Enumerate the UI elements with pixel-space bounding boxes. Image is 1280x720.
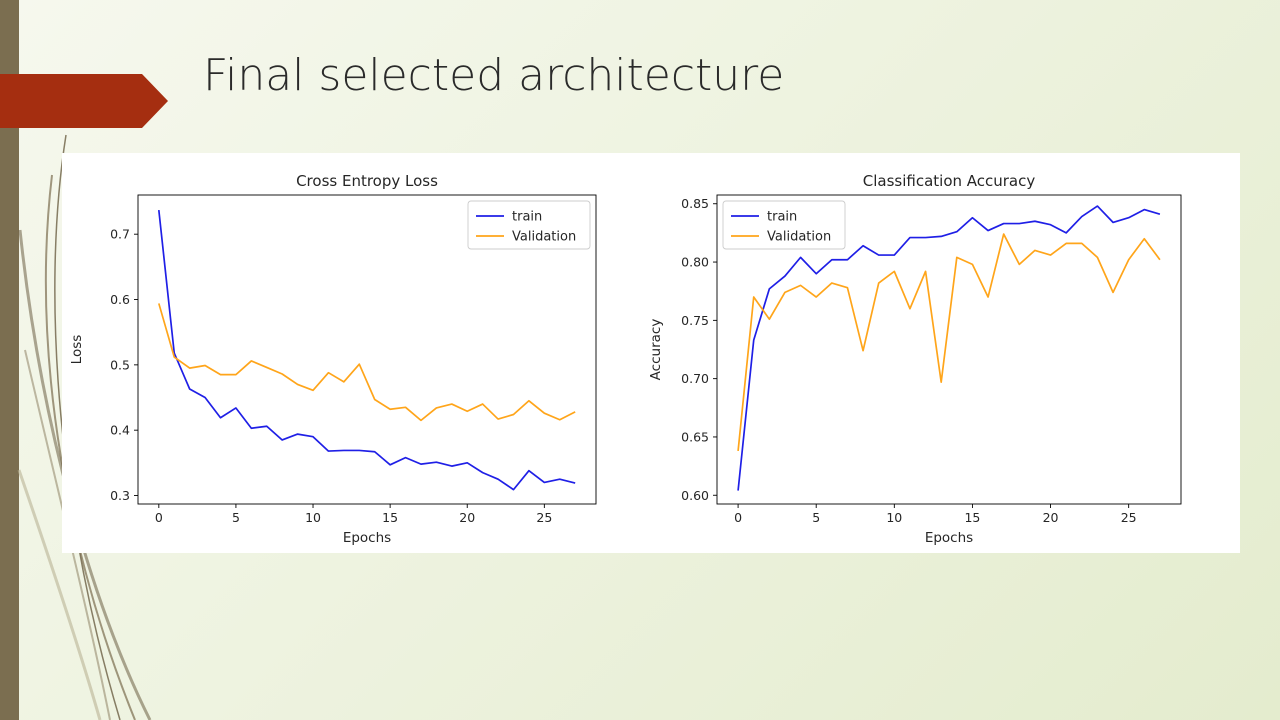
x-tick-label: 0 [734,510,742,525]
x-tick-label: 15 [964,510,980,525]
chart-title: Classification Accuracy [863,172,1036,190]
y-tick-label: 0.70 [681,371,709,386]
series-line-validation [158,303,576,422]
x-tick-label: 10 [886,510,902,525]
y-tick-label: 0.4 [110,423,130,438]
arrow-shape [0,74,168,128]
y-tick-label: 0.3 [110,488,130,503]
x-tick-label: 25 [1121,510,1137,525]
left-accent-bar [0,0,19,720]
plot-frame [716,194,1182,505]
y-tick-label: 0.85 [681,196,709,211]
x-tick-label: 25 [536,510,552,525]
chart-title: Cross Entropy Loss [296,172,438,190]
legend: train Validation [722,200,846,250]
chart-1: Cross Entropy Loss 0 5 10 15 20 25 0.3 0.4 0.5 0.6… [69,172,597,546]
y-tick-label: 0.65 [681,429,709,444]
x-tick-label: 10 [305,510,321,525]
chart-figure: Cross Entropy Loss 0 5 10 15 20 25 0.3 0.4 0.5 0.6… [62,153,1240,553]
legend: train Validation [467,200,591,250]
series-line-train [157,209,576,491]
x-axis-label: Epochs [343,530,391,546]
x-tick-label: 5 [812,510,820,525]
y-axis-label: Accuracy [648,319,664,381]
y-axis-label: Loss [69,335,85,365]
y-tick-label: 0.80 [681,255,709,270]
x-tick-label: 20 [459,510,475,525]
legend-box [467,200,591,250]
x-tick-label: 15 [382,510,398,525]
legend-box [722,200,846,250]
series-line-validation [737,233,1161,452]
title-arrow-marker [0,74,168,128]
y-tick-label: 0.5 [110,357,130,372]
legend-label-validation: Validation [512,230,576,245]
x-tick-label: 5 [232,510,240,525]
legend-label-train: train [512,210,542,225]
x-axis-label: Epochs [925,530,973,546]
series-line-train [737,205,1161,491]
y-tick-label: 0.6 [110,292,130,307]
legend-label-validation: Validation [767,230,831,245]
y-tick-label: 0.60 [681,488,709,503]
slide-title: Final selected architecture [203,50,785,101]
x-tick-label: 20 [1043,510,1059,525]
charts-svg: Cross Entropy Loss 0 5 10 15 20 25 0.3 0.4 0.5 0.6… [69,172,1182,546]
chart-2: Classification Accuracy 0 5 10 15 20 25 0.60 0.6… [648,172,1182,546]
y-tick-label: 0.75 [681,313,709,328]
legend-label-train: train [767,210,797,225]
y-tick-label: 0.7 [110,227,130,242]
x-tick-label: 0 [155,510,163,525]
plot-frame [137,194,597,505]
